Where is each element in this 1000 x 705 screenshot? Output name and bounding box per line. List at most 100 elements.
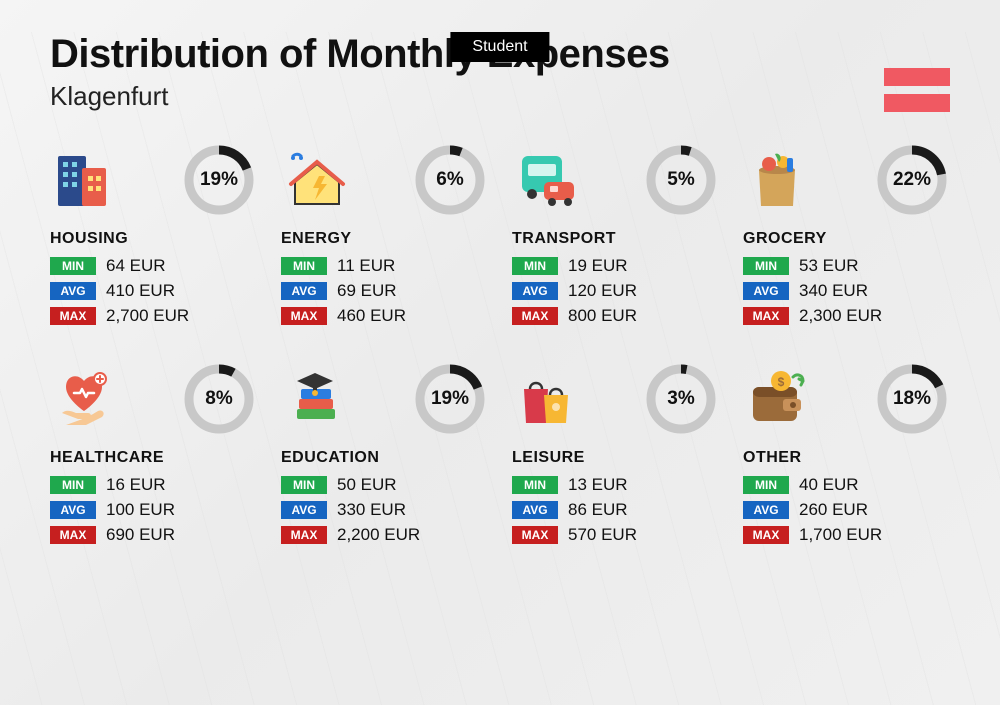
flag-stripe [884,94,950,112]
category-card-transport: 5% TRANSPORT MIN 19 EUR AVG 120 EUR MAX … [512,142,719,331]
stat-row-max: MAX 2,300 EUR [743,306,950,326]
max-badge: MAX [50,526,96,544]
max-badge: MAX [281,307,327,325]
avg-badge: AVG [50,501,96,519]
stat-row-min: MIN 64 EUR [50,256,257,276]
min-badge: MIN [281,257,327,275]
stat-row-min: MIN 13 EUR [512,475,719,495]
stat-row-min: MIN 50 EUR [281,475,488,495]
stat-row-avg: AVG 260 EUR [743,500,950,520]
avg-value: 330 EUR [337,500,406,520]
category-card-leisure: 3% LEISURE MIN 13 EUR AVG 86 EUR MAX 570… [512,361,719,550]
percentage-label: 22% [874,142,950,218]
avg-value: 340 EUR [799,281,868,301]
percentage-donut: 6% [412,142,488,218]
category-label: TRANSPORT [512,230,719,248]
category-label: GROCERY [743,230,950,248]
min-badge: MIN [50,476,96,494]
min-value: 19 EUR [568,256,628,276]
category-card-housing: 19% HOUSING MIN 64 EUR AVG 410 EUR MAX 2… [50,142,257,331]
stat-row-avg: AVG 86 EUR [512,500,719,520]
card-header: 5% [512,142,719,218]
stat-row-avg: AVG 340 EUR [743,281,950,301]
stat-row-max: MAX 2,700 EUR [50,306,257,326]
bus-car-icon [512,146,580,214]
shopping-bags-icon [512,365,580,433]
flag-icon [884,68,950,112]
min-value: 11 EUR [337,256,395,276]
min-value: 40 EUR [799,475,859,495]
grad-books-icon [281,365,349,433]
stat-row-min: MIN 53 EUR [743,256,950,276]
card-header: 3% [512,361,719,437]
category-card-other: $ 18% OTHER MIN 40 EUR AVG 260 EUR MAX 1… [743,361,950,550]
percentage-donut: 19% [412,361,488,437]
avg-badge: AVG [281,501,327,519]
card-header: $ 18% [743,361,950,437]
avg-badge: AVG [743,501,789,519]
max-value: 800 EUR [568,306,637,326]
percentage-donut: 5% [643,142,719,218]
stat-row-max: MAX 460 EUR [281,306,488,326]
categories-grid: 19% HOUSING MIN 64 EUR AVG 410 EUR MAX 2… [50,142,950,550]
avg-value: 69 EUR [337,281,397,301]
category-card-education: 19% EDUCATION MIN 50 EUR AVG 330 EUR MAX… [281,361,488,550]
min-badge: MIN [512,476,558,494]
stat-row-max: MAX 570 EUR [512,525,719,545]
avg-badge: AVG [512,501,558,519]
percentage-label: 8% [181,361,257,437]
min-badge: MIN [50,257,96,275]
category-label: LEISURE [512,449,719,467]
flag-stripe [884,68,950,86]
max-value: 690 EUR [106,525,175,545]
profile-badge: Student [450,32,549,62]
percentage-label: 5% [643,142,719,218]
avg-badge: AVG [512,282,558,300]
min-value: 53 EUR [799,256,859,276]
percentage-label: 19% [181,142,257,218]
stat-row-avg: AVG 69 EUR [281,281,488,301]
max-badge: MAX [512,526,558,544]
percentage-donut: 18% [874,361,950,437]
min-value: 13 EUR [568,475,628,495]
avg-value: 86 EUR [568,500,628,520]
percentage-donut: 3% [643,361,719,437]
percentage-label: 19% [412,361,488,437]
min-badge: MIN [743,257,789,275]
stat-row-max: MAX 2,200 EUR [281,525,488,545]
card-header: 8% [50,361,257,437]
stat-row-min: MIN 11 EUR [281,256,488,276]
stat-row-max: MAX 690 EUR [50,525,257,545]
avg-value: 410 EUR [106,281,175,301]
max-value: 2,700 EUR [106,306,189,326]
avg-badge: AVG [50,282,96,300]
buildings-icon [50,146,118,214]
percentage-donut: 8% [181,361,257,437]
house-bolt-icon [281,146,349,214]
card-header: 19% [281,361,488,437]
max-value: 2,200 EUR [337,525,420,545]
card-header: 22% [743,142,950,218]
max-badge: MAX [743,526,789,544]
min-value: 64 EUR [106,256,166,276]
max-value: 460 EUR [337,306,406,326]
svg-text:$: $ [778,375,785,389]
card-header: 6% [281,142,488,218]
stat-row-avg: AVG 330 EUR [281,500,488,520]
stat-row-max: MAX 800 EUR [512,306,719,326]
stat-row-avg: AVG 410 EUR [50,281,257,301]
max-badge: MAX [281,526,327,544]
max-badge: MAX [512,307,558,325]
max-badge: MAX [50,307,96,325]
stat-row-max: MAX 1,700 EUR [743,525,950,545]
wallet-arrow-icon: $ [743,365,811,433]
min-badge: MIN [743,476,789,494]
percentage-label: 18% [874,361,950,437]
percentage-donut: 19% [181,142,257,218]
stat-row-avg: AVG 100 EUR [50,500,257,520]
avg-value: 120 EUR [568,281,637,301]
stat-row-min: MIN 40 EUR [743,475,950,495]
stat-row-min: MIN 19 EUR [512,256,719,276]
category-card-energy: 6% ENERGY MIN 11 EUR AVG 69 EUR MAX 460 … [281,142,488,331]
min-value: 50 EUR [337,475,397,495]
